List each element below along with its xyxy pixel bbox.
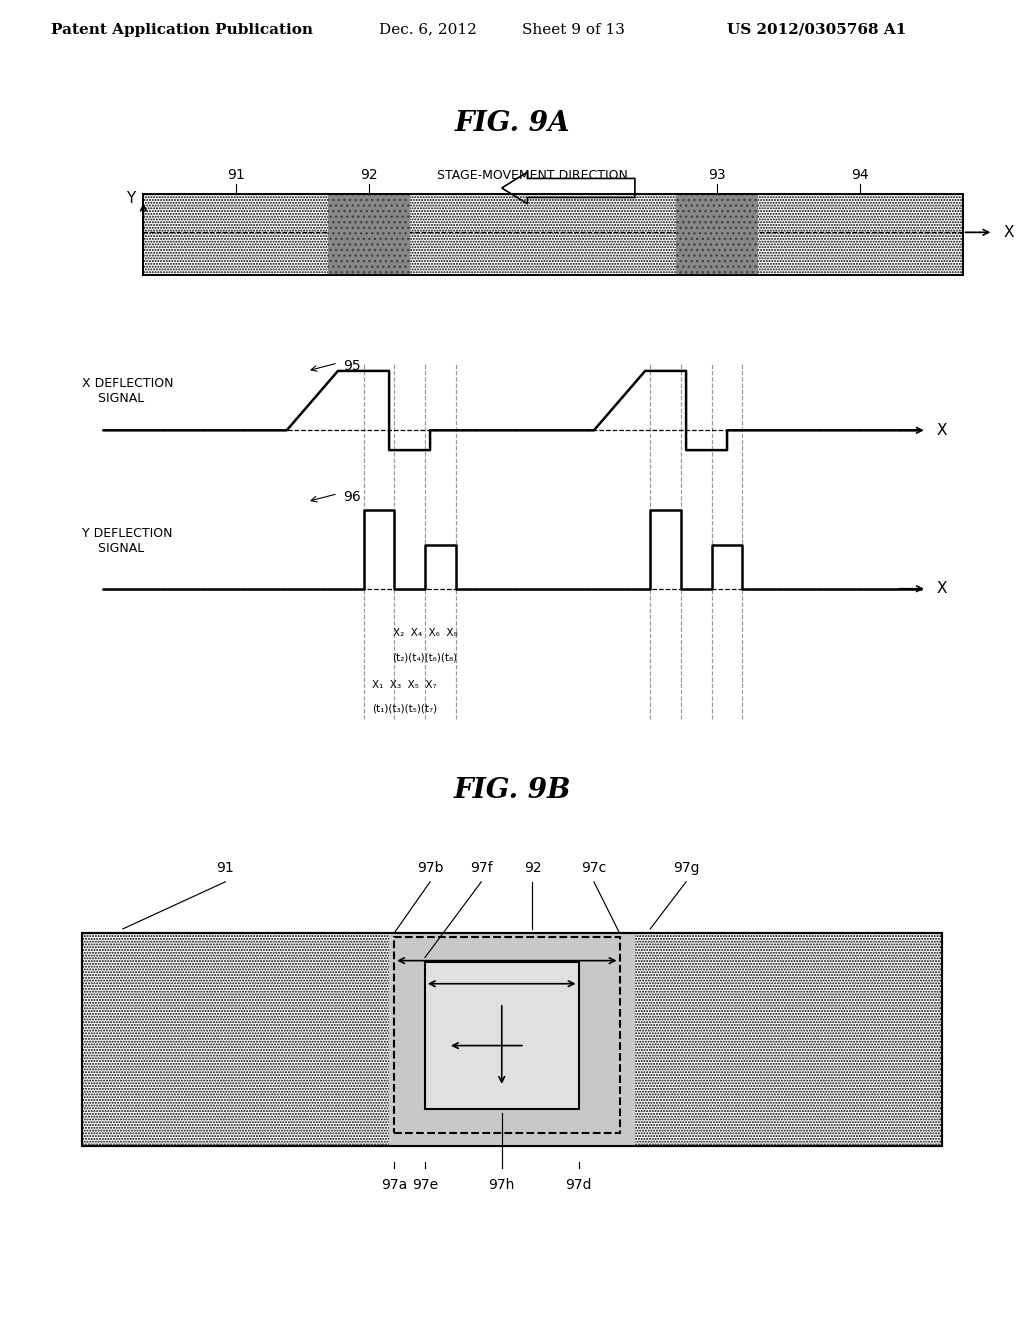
- Text: (t₂)(t₄)(t₆)(t₈): (t₂)(t₄)(t₆)(t₈): [392, 652, 458, 663]
- Text: 97c: 97c: [582, 861, 606, 875]
- Text: 91: 91: [226, 168, 245, 182]
- Bar: [143, 194, 963, 275]
- Text: X: X: [937, 581, 947, 597]
- Text: 93: 93: [708, 168, 726, 182]
- Bar: [394, 937, 620, 1134]
- Text: 97b: 97b: [417, 861, 443, 875]
- Text: 92: 92: [359, 168, 378, 182]
- Bar: [676, 194, 758, 275]
- Text: X₂  X₄  X₆  X₈: X₂ X₄ X₆ X₈: [392, 628, 458, 639]
- Bar: [328, 194, 410, 275]
- Text: 94: 94: [851, 168, 869, 182]
- Text: X DEFLECTION
    SIGNAL: X DEFLECTION SIGNAL: [82, 376, 173, 405]
- Text: 91: 91: [216, 861, 234, 875]
- Text: (t₁)(t₃)(t₅)(t₇): (t₁)(t₃)(t₅)(t₇): [372, 704, 437, 714]
- Text: 96: 96: [343, 490, 360, 504]
- Bar: [82, 933, 942, 1146]
- Bar: [143, 194, 963, 275]
- Bar: [389, 933, 635, 1146]
- Text: 95: 95: [343, 359, 360, 374]
- Text: 97d: 97d: [565, 1179, 592, 1192]
- FancyArrow shape: [502, 172, 635, 203]
- Text: X: X: [937, 422, 947, 438]
- Text: 97g: 97g: [673, 861, 699, 875]
- Text: 97a: 97a: [381, 1179, 408, 1192]
- Text: STAGE-MOVEMENT DIRECTION: STAGE-MOVEMENT DIRECTION: [437, 169, 628, 182]
- Text: Y DEFLECTION
    SIGNAL: Y DEFLECTION SIGNAL: [82, 527, 172, 556]
- Text: Y: Y: [126, 191, 135, 206]
- Text: 97e: 97e: [412, 1179, 438, 1192]
- Text: X₁  X₃  X₅  X₇: X₁ X₃ X₅ X₇: [372, 680, 437, 690]
- Bar: [328, 194, 410, 275]
- Text: 92: 92: [523, 861, 542, 875]
- Text: FIG. 9B: FIG. 9B: [454, 777, 570, 804]
- Text: 97h: 97h: [488, 1179, 515, 1192]
- Text: Patent Application Publication: Patent Application Publication: [51, 22, 313, 37]
- Bar: [82, 933, 942, 1146]
- Text: X: X: [1004, 224, 1014, 240]
- Text: 97f: 97f: [470, 861, 493, 875]
- Text: US 2012/0305768 A1: US 2012/0305768 A1: [727, 22, 906, 37]
- Text: FIG. 9A: FIG. 9A: [455, 110, 569, 137]
- Text: Dec. 6, 2012: Dec. 6, 2012: [379, 22, 477, 37]
- Bar: [425, 961, 579, 1109]
- Bar: [676, 194, 758, 275]
- Text: Sheet 9 of 13: Sheet 9 of 13: [522, 22, 625, 37]
